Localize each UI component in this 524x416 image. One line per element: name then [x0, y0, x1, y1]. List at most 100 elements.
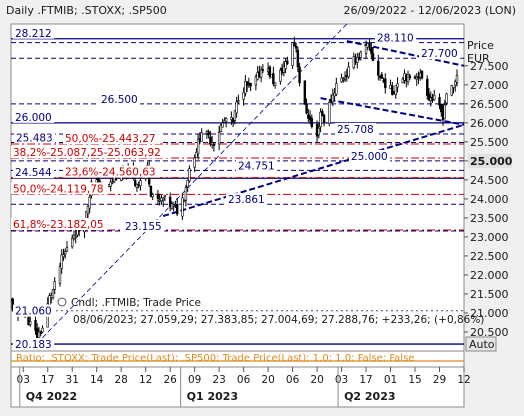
- candle-body: [319, 111, 322, 128]
- candle-body: [41, 327, 44, 333]
- y-tick-label: 24.000: [470, 193, 509, 206]
- candle-body: [391, 85, 394, 95]
- candle-body: [221, 122, 224, 128]
- candle-body: [259, 69, 263, 78]
- y-tick-label: 23.000: [470, 231, 509, 244]
- candle-body: [254, 76, 258, 86]
- candle-body: [60, 254, 63, 269]
- ratio-text: Ratio; .STOXX; Trade Price(Last); .SP500…: [16, 353, 414, 364]
- candle-body: [455, 75, 459, 83]
- candle-body: [296, 49, 300, 67]
- level-label: 28.212: [15, 28, 52, 40]
- level-label: 38,2%-25.087,25-25.063,92: [13, 147, 161, 159]
- candle-body: [331, 94, 335, 103]
- level-label: 24.751: [238, 160, 275, 172]
- level-label-bg: [11, 146, 170, 159]
- level-label-bg: [63, 165, 160, 178]
- candle-body: [396, 83, 399, 88]
- candle-body: [426, 78, 429, 96]
- x-tick-label: 20: [310, 374, 323, 386]
- candle-body: [452, 86, 455, 89]
- quarter-label: Q4 2022: [26, 390, 77, 403]
- x-tick-label: 03: [335, 374, 348, 386]
- level-label-bg: [335, 122, 377, 135]
- y-axis-label-price: Price: [467, 39, 494, 52]
- candle-body: [370, 47, 373, 54]
- x-tick-label: 01: [384, 374, 397, 386]
- level-label-bg: [99, 92, 141, 105]
- level-label-bg: [123, 220, 165, 233]
- candle-body: [109, 181, 112, 187]
- candle-body: [200, 132, 203, 142]
- level-label: 24.544: [15, 167, 52, 179]
- level-label: 23.155: [125, 221, 162, 233]
- auto-button-label[interactable]: Auto: [469, 338, 495, 351]
- level-label-bg: [11, 218, 108, 231]
- level-label: 50,0%-25.443,27: [65, 133, 156, 145]
- candle-body: [401, 78, 404, 83]
- x-tick-label: 06: [286, 374, 300, 386]
- candle-body: [284, 61, 287, 69]
- y-tick-label: 20.500: [470, 326, 509, 339]
- candle-body: [39, 331, 42, 334]
- x-tick-label: 17: [41, 374, 54, 386]
- y-tick-label: 27.500: [470, 60, 509, 73]
- candle-body: [149, 185, 153, 197]
- candle-body: [74, 236, 77, 238]
- candle-body: [196, 138, 200, 154]
- candle-body: [356, 56, 359, 63]
- candle-body: [111, 181, 114, 184]
- candle-body: [273, 82, 277, 86]
- candle-body: [181, 197, 184, 217]
- candle-body: [51, 289, 55, 298]
- candle-body: [88, 196, 91, 209]
- y-tick-highlight: [468, 153, 512, 168]
- candle-body: [34, 319, 37, 331]
- candle-body: [310, 118, 314, 127]
- candle-body: [65, 247, 69, 252]
- candle-body: [210, 142, 214, 145]
- candle-body: [384, 78, 387, 89]
- legend-marker: [57, 297, 67, 307]
- candle-body: [445, 93, 448, 104]
- candle-body: [293, 43, 296, 47]
- candle-body: [347, 66, 350, 77]
- auto-button[interactable]: [465, 336, 497, 352]
- x-tick-label: 23: [212, 374, 225, 386]
- y-tick-label: 27.000: [470, 79, 509, 92]
- level-label: 26.500: [101, 94, 138, 106]
- candle-body: [62, 254, 65, 258]
- candle-body: [272, 73, 275, 85]
- level-label: 23.861: [228, 194, 265, 206]
- chart-title: Daily .FTMIB; .STOXX; .SP500: [6, 4, 167, 17]
- level-label: 28.110: [377, 33, 414, 45]
- level-label: 50,0%-24.119,78: [13, 183, 104, 195]
- candle-body: [151, 194, 154, 197]
- candle-body: [184, 187, 188, 201]
- x-tick-label: 17: [359, 374, 372, 386]
- candle-body: [342, 78, 345, 81]
- y-tick-label: 21.000: [470, 307, 509, 320]
- candle-body: [163, 195, 167, 197]
- level-label-bg: [14, 131, 56, 144]
- y-tick-label: 24.500: [470, 174, 509, 187]
- candle-body: [291, 42, 294, 66]
- x-axis: 03 17 31 14 28 12 26 09 23 06 20 06 20 03 17 01 15 29 12 Q4…: [17, 367, 471, 407]
- candle-body: [322, 114, 326, 123]
- candle-body: [168, 196, 172, 208]
- candle-body: [335, 83, 338, 95]
- support-trendline: [162, 123, 464, 217]
- y-tick-label: 26.500: [470, 98, 509, 111]
- candle-body: [359, 51, 363, 58]
- level-label: 61,8%-23.182,05: [13, 219, 104, 231]
- candle-body: [427, 93, 431, 101]
- level-label: 27.700: [421, 48, 458, 60]
- x-tick-label: 29: [433, 374, 446, 386]
- y-tick-label: 25.000: [470, 155, 513, 168]
- candle-body: [161, 197, 165, 201]
- date-range: 26/09/2022 - 12/06/2023 (LON): [343, 4, 516, 17]
- candle-body: [364, 45, 368, 54]
- level-label-bg: [419, 47, 461, 60]
- level-label: 23,6%-24.560,63: [65, 167, 156, 179]
